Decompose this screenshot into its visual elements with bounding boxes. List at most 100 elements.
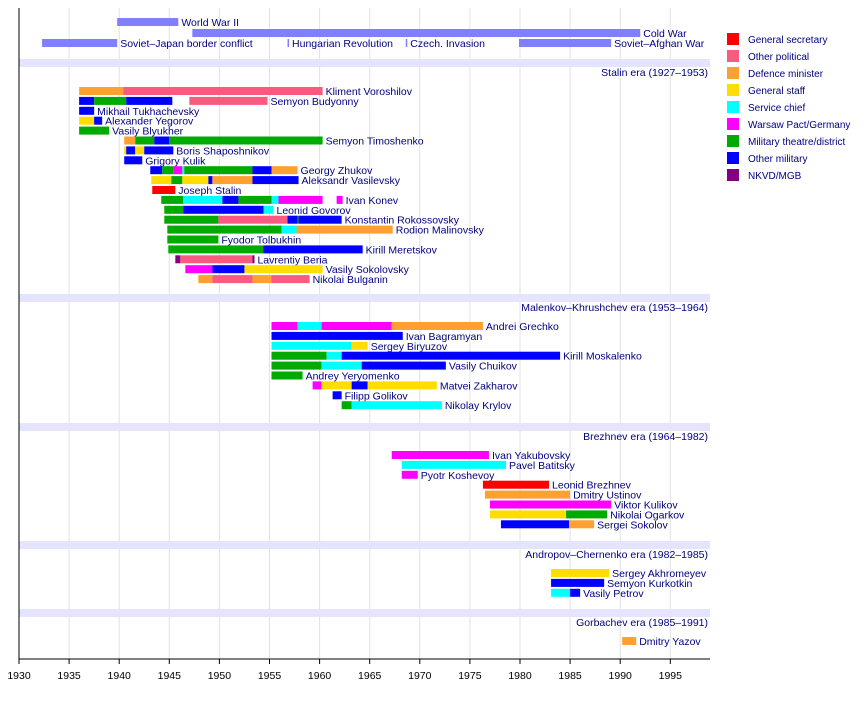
role-bar-op <box>189 96 268 105</box>
role-bar-mt <box>168 245 264 254</box>
role-bar-wp <box>401 470 418 479</box>
role-bar-mt <box>271 361 322 370</box>
role-bar-om <box>341 351 561 360</box>
person-label: Matvei Zakharov <box>440 380 518 392</box>
legend-label: Other military <box>748 154 807 165</box>
role-bar-dm <box>296 225 393 234</box>
event-label: Soviet–Afghan War <box>614 38 705 50</box>
role-bar-mt <box>238 195 272 204</box>
role-bar-om <box>222 195 239 204</box>
legend-label: Other political <box>748 52 809 63</box>
event-bar <box>192 29 641 37</box>
role-bar-wp <box>271 322 298 330</box>
era-band <box>19 294 710 302</box>
role-bar-wp <box>185 265 213 274</box>
role-bar-om <box>551 578 605 587</box>
person-label: Sergey Akhromeyev <box>612 568 707 580</box>
person-label: Ivan Yakubovsky <box>492 450 571 462</box>
legend-label: Service chief <box>748 103 805 114</box>
role-bar-sc <box>551 588 571 597</box>
person-label: Leonid Govorov <box>277 205 352 217</box>
role-bar-wp <box>173 166 183 175</box>
role-bar-om <box>183 205 264 214</box>
role-bar-dm <box>252 275 272 284</box>
role-bar-mt <box>79 126 110 135</box>
role-bar-op <box>271 275 310 284</box>
era-band <box>19 423 710 431</box>
person-label: Kirill Moskalenko <box>563 351 642 363</box>
legend-swatch-nk <box>727 169 739 181</box>
role-bar-om <box>144 146 174 155</box>
person-label: Dmitry Ustinov <box>573 490 642 502</box>
role-bar-sc <box>351 401 442 410</box>
person-label: Leonid Brezhnev <box>552 480 632 492</box>
role-bar-gst <box>182 176 209 185</box>
role-bar-mt <box>271 371 303 380</box>
role-bar-om <box>212 265 245 274</box>
role-bar-om <box>287 215 298 224</box>
role-bar-wp <box>336 195 343 204</box>
era-band <box>19 59 710 67</box>
era-label: Stalin era (1927–1953) <box>601 67 708 79</box>
legend-swatch-op <box>727 50 739 62</box>
event-bar <box>287 39 290 47</box>
x-tick-label: 1945 <box>158 670 182 682</box>
legend-swatch-mt <box>727 135 739 147</box>
legend-swatch-om <box>727 152 739 164</box>
person-label: Filipp Golikov <box>345 390 409 402</box>
role-bar-om <box>94 116 103 125</box>
role-bar-gs <box>482 480 550 489</box>
x-tick-label: 1985 <box>558 670 582 682</box>
person-label: Vasily Sokolovsky <box>326 264 410 276</box>
event-bar <box>405 39 408 47</box>
event-label: Hungarian Revolution <box>292 38 393 50</box>
legend-swatch-wp <box>727 118 739 130</box>
person-label: Sergey Biryuzov <box>371 341 448 353</box>
role-bar-sc <box>183 195 223 204</box>
role-bar-nk <box>175 255 181 264</box>
role-bar-mt <box>271 351 327 360</box>
era-label: Andropov–Chernenko era (1982–1985) <box>525 549 708 561</box>
person-label: Nikolay Krylov <box>445 400 512 412</box>
person-label: Viktor Kulikov <box>614 500 678 512</box>
person-label: Aleksandr Vasilevsky <box>302 175 401 187</box>
role-bar-om <box>154 136 170 145</box>
role-bar-om <box>124 156 143 165</box>
role-bar-mt <box>167 225 282 234</box>
role-bar-dm <box>391 322 483 330</box>
x-tick-label: 1975 <box>458 670 482 682</box>
person-label: Nikolai Bulganin <box>313 274 388 286</box>
role-bar-op <box>212 275 253 284</box>
role-bar-sc <box>271 195 279 204</box>
legend-swatch-gst <box>727 84 739 96</box>
era-label: Malenkov–Khrushchev era (1953–1964) <box>521 302 708 314</box>
role-bar-gst <box>244 265 323 274</box>
role-bar-mt <box>341 401 352 410</box>
person-label: Georgy Zhukov <box>301 165 374 177</box>
person-label: Konstantin Rokossovsky <box>345 215 460 227</box>
role-bar-mt <box>566 510 608 519</box>
role-bar-sc <box>297 322 322 330</box>
legend-label: General secretary <box>748 35 827 46</box>
role-bar-om <box>79 96 95 105</box>
role-bar-sc <box>401 460 506 469</box>
x-tick-label: 1930 <box>7 670 31 682</box>
role-bar-dm <box>124 136 136 145</box>
x-tick-label: 1960 <box>308 670 332 682</box>
event-label: Soviet–Japan border conflict <box>120 38 253 50</box>
person-label: Rodion Malinovsky <box>396 225 485 237</box>
legend-label: Defence minister <box>748 69 824 80</box>
role-bar-om <box>570 588 581 597</box>
person-label: Sergei Sokolov <box>597 519 668 531</box>
role-bar-gst <box>124 146 127 155</box>
role-bar-dm <box>484 490 571 499</box>
role-bar-op <box>180 255 253 264</box>
role-bar-om <box>298 215 342 224</box>
role-bar-om <box>126 96 173 105</box>
legend-swatch-gs <box>727 33 739 45</box>
event-label: Czech. Invasion <box>410 38 485 50</box>
role-bar-om <box>150 166 163 175</box>
role-bar-mt <box>184 166 253 175</box>
x-tick-label: 1950 <box>208 670 232 682</box>
role-bar-mt <box>297 215 299 224</box>
